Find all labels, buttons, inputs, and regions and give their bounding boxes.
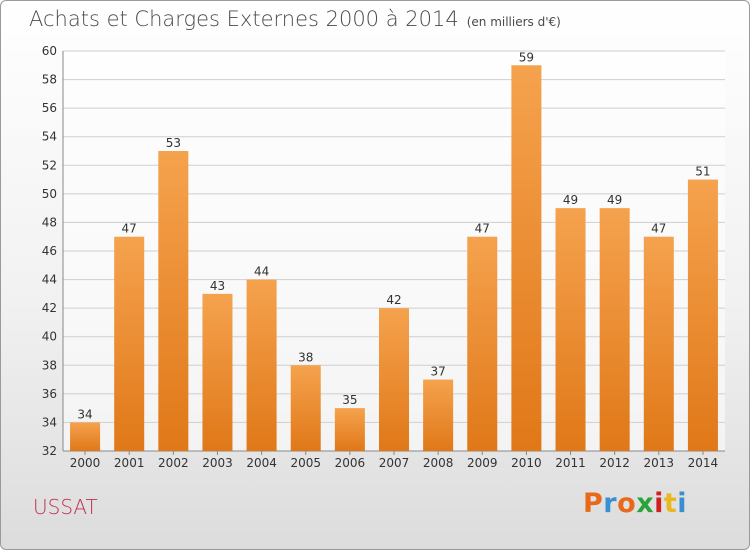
brand-letter: i: [677, 488, 688, 519]
bar: [378, 308, 410, 451]
brand-letter: P: [583, 488, 604, 519]
y-tick-label: 50: [42, 187, 57, 201]
y-tick-label: 34: [42, 415, 57, 429]
data-label: 53: [166, 136, 181, 150]
data-label: 49: [607, 193, 622, 207]
y-tick-label: 60: [42, 44, 57, 58]
bar: [202, 293, 233, 451]
bar: [467, 236, 498, 451]
brand-letter: r: [603, 488, 618, 519]
bar: [290, 365, 321, 451]
x-tick-label: 2012: [599, 456, 630, 470]
y-tick-label: 56: [42, 101, 57, 115]
x-tick-label: 2004: [246, 456, 277, 470]
data-label: 47: [651, 222, 666, 236]
y-tick-label: 38: [42, 358, 57, 372]
y-tick-label: 52: [42, 158, 57, 172]
bar: [687, 179, 718, 452]
chart-title-main: Achats et Charges Externes 2000 à 2014: [29, 7, 459, 31]
commune-name: USSAT: [33, 495, 98, 519]
y-tick-label: 44: [42, 273, 57, 287]
brand-letter: t: [663, 488, 678, 519]
x-tick-label: 2000: [70, 456, 101, 470]
y-tick-label: 48: [42, 215, 57, 229]
y-tick-label: 42: [42, 301, 57, 315]
bar: [70, 422, 101, 451]
x-tick-label: 2010: [511, 456, 542, 470]
y-tick-label: 58: [42, 73, 57, 87]
data-label: 49: [563, 193, 578, 207]
x-tick-label: 2008: [423, 456, 454, 470]
data-label: 38: [298, 350, 313, 364]
data-label: 43: [210, 279, 225, 293]
data-label: 47: [475, 222, 490, 236]
x-tick-label: 2006: [335, 456, 366, 470]
bar: [158, 151, 189, 451]
data-label: 59: [519, 50, 534, 64]
data-label: 34: [77, 407, 92, 421]
y-tick-label: 32: [42, 444, 57, 458]
x-tick-label: 2003: [202, 456, 233, 470]
y-tick-label: 46: [42, 244, 57, 258]
x-tick-label: 2002: [158, 456, 189, 470]
x-tick-label: 2014: [688, 456, 719, 470]
y-tick-label: 54: [42, 130, 57, 144]
data-label: 37: [430, 365, 445, 379]
y-tick-label: 36: [42, 387, 57, 401]
data-label: 51: [695, 165, 710, 179]
bar: [246, 279, 277, 451]
x-tick-label: 2013: [644, 456, 675, 470]
bar: [555, 208, 586, 451]
brand-letter: x: [636, 488, 655, 519]
data-label: 35: [342, 393, 357, 407]
x-tick-label: 2007: [379, 456, 410, 470]
brand-letter: i: [654, 488, 664, 519]
y-tick-label: 40: [42, 330, 57, 344]
data-label: 44: [254, 265, 269, 279]
bar: [643, 236, 674, 451]
bar: [511, 65, 542, 452]
bar: [423, 379, 454, 451]
bar: [599, 208, 630, 451]
bar: [334, 408, 365, 451]
data-label: 47: [122, 222, 137, 236]
proxiti-logo: Proxiti: [583, 488, 687, 519]
x-tick-label: 2011: [555, 456, 586, 470]
chart-title: Achats et Charges Externes 2000 à 2014 (e…: [29, 7, 561, 31]
brand-letter: o: [617, 488, 637, 519]
x-tick-label: 2009: [467, 456, 498, 470]
chart-unit: (en milliers d'€): [466, 15, 561, 29]
x-tick-label: 2001: [114, 456, 145, 470]
bar: [114, 236, 145, 451]
x-tick-label: 2005: [290, 456, 321, 470]
data-label: 42: [386, 293, 401, 307]
